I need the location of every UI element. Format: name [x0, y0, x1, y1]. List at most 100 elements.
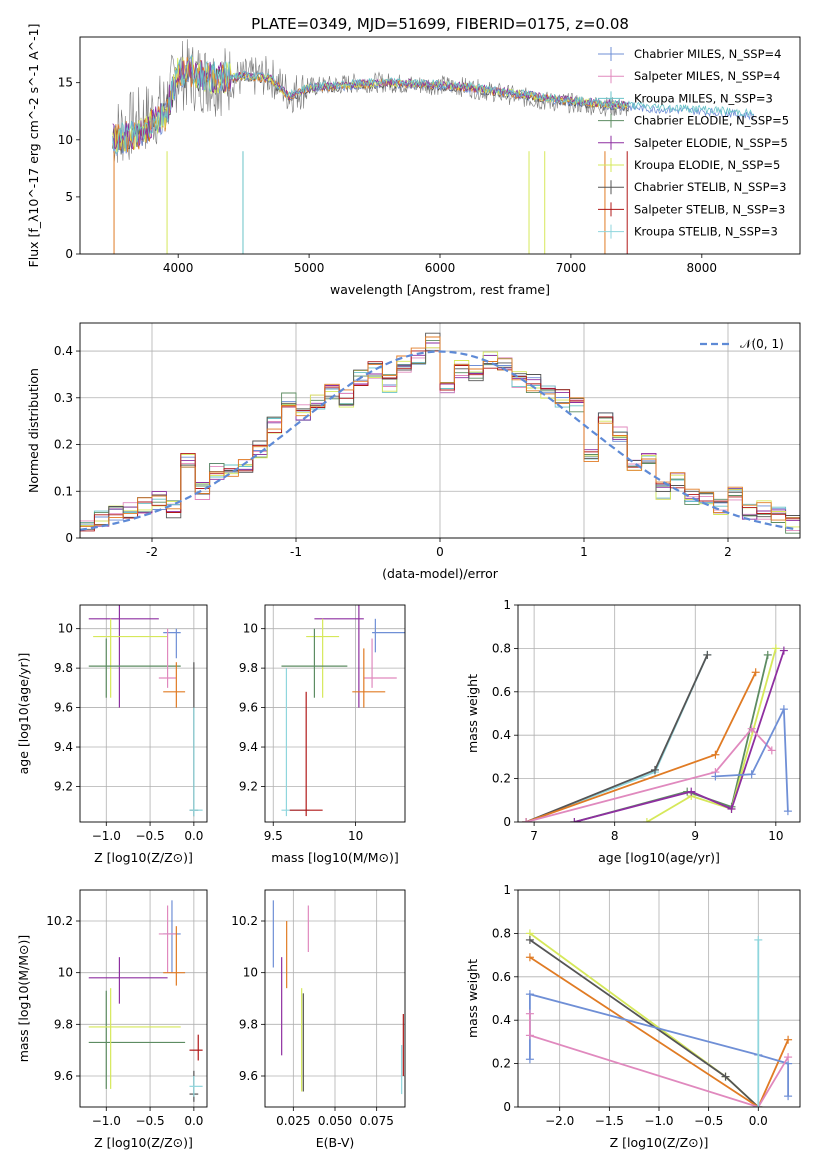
x-tick-label: 0.0: [184, 1114, 203, 1128]
y-tick-label: 9.6: [239, 701, 258, 715]
y-tick-label: 10.2: [46, 914, 73, 928]
model-spectrum-orange: [112, 57, 630, 153]
axes-frame: [79, 889, 208, 1108]
y-tick-label: 1: [503, 598, 511, 612]
legend-entry: Chabrier ELODIE, N_SSP=5: [634, 114, 789, 128]
mass-vs-Z-panel: −1.0 −0.5 0.0 9.6 9.8 10 10.2 Z [log10(Z/Z⊙)] ma…: [16, 889, 208, 1150]
y-tick-label: 0: [503, 815, 511, 829]
legend: Chabrier MILES, N_SSP=4 Salpeter MILES, N…: [598, 47, 789, 239]
weight-line: [529, 1013, 789, 1107]
legend-entry: Chabrier MILES, N_SSP=4: [634, 47, 781, 61]
x-axis-label: (data-model)/error: [382, 566, 499, 581]
y-tick-label: 9.8: [239, 661, 258, 675]
y-tick-label: 0.4: [54, 344, 73, 358]
y-tick-label: 0.8: [492, 926, 511, 940]
y-tick-label: 9.2: [54, 779, 73, 793]
age-vs-Z-panel: −1.0 −0.5 0.0 9.2 9.4 9.6 9.8 10 Z [log10(Z/Z⊙)]…: [16, 604, 208, 865]
y-tick-label: 10: [58, 133, 73, 147]
y-tick-label: 9.8: [54, 661, 73, 675]
y-axis-label: mass weight: [465, 959, 480, 1038]
x-tick-label: 6000: [425, 261, 456, 275]
weight-line: [574, 650, 785, 822]
legend-entry: Chabrier STELIB, N_SSP=3: [634, 180, 786, 194]
x-tick-label: 9.5: [264, 829, 283, 843]
y-tick-label: 0.4: [492, 728, 511, 742]
y-tick-label: 10: [243, 622, 258, 636]
y-tick-label: 10: [243, 966, 258, 980]
legend-entry: Kroupa MILES, N_SSP=3: [634, 91, 773, 105]
y-tick-label: 10: [58, 622, 73, 636]
age-vs-mass-grid: [265, 605, 405, 822]
y-tick-label: 9.8: [239, 1017, 258, 1031]
legend-entry: Salpeter STELIB, N_SSP=3: [634, 202, 785, 216]
weight-line: [525, 654, 709, 822]
y-tick-label: 0: [503, 1100, 511, 1114]
mass-vs-ebv-grid: [265, 890, 405, 1107]
weight-vs-age-plot-area: [522, 644, 792, 822]
figure-title: PLATE=0349, MJD=51699, FIBERID=0175, z=0…: [251, 15, 629, 33]
x-tick-label: 8000: [687, 261, 718, 275]
model-spectrum-salpeter_elodie: [112, 56, 630, 151]
y-tick-label: 9.8: [54, 1017, 73, 1031]
age-vs-Z-grid: [80, 605, 207, 822]
y-tick-label: 9.4: [54, 740, 73, 754]
y-tick-label: 0.6: [492, 970, 511, 984]
x-tick-label: 0.0: [184, 829, 203, 843]
x-tick-label: −1.0: [92, 829, 121, 843]
legend-entry: Kroupa ELODIE, N_SSP=5: [634, 158, 780, 172]
y-tick-label: 0.4: [492, 1013, 511, 1027]
x-tick-label: 8: [611, 829, 619, 843]
weight-line: [525, 654, 709, 822]
mass-vs-Z-plot-area: [88, 900, 203, 1102]
x-tick-label: 10: [768, 829, 783, 843]
y-tick-label: 10: [58, 966, 73, 980]
y-axis-label: Normed distribution: [26, 368, 41, 493]
histogram-orange: [80, 336, 800, 538]
x-tick-label: 9: [691, 829, 699, 843]
x-axis-label: E(B-V): [316, 1135, 355, 1150]
y-tick-label: 0: [65, 247, 73, 261]
x-tick-label: -2: [146, 545, 158, 559]
axes-frame: [79, 36, 801, 255]
age-vs-Z-plot-area: [88, 605, 203, 817]
x-axis-label: wavelength [Angstrom, rest frame]: [330, 282, 550, 297]
model-spectrum-kroupa_elodie: [112, 56, 630, 153]
x-tick-label: 0: [436, 545, 444, 559]
x-tick-label: 1: [580, 545, 588, 559]
legend-entry: 𝒩(0, 1): [740, 337, 784, 351]
y-tick-label: 9.6: [239, 1069, 258, 1083]
weight-line: [525, 671, 757, 822]
y-tick-label: 1: [503, 883, 511, 897]
y-axis-label: mass [log10(M/M⊙)]: [16, 935, 31, 1063]
axes-frame: [79, 322, 801, 539]
y-tick-label: 0.2: [54, 438, 73, 452]
y-tick-label: 0.3: [54, 391, 73, 405]
y-tick-label: 15: [58, 76, 73, 90]
y-tick-label: 0.2: [492, 1057, 511, 1071]
axes-frame: [517, 889, 801, 1108]
weight-vs-Z-panel: −2.0 −1.5 −1.0 −0.5 0.0 0 0.2 0.4 0.6 0.8 1 Z [log1…: [465, 883, 801, 1150]
y-tick-label: 0.8: [492, 641, 511, 655]
x-axis-label: Z [log10(Z/Z⊙)]: [94, 850, 193, 865]
legend-entry: Salpeter ELODIE, N_SSP=5: [634, 136, 788, 150]
x-tick-label: 0.050: [318, 1114, 352, 1128]
x-tick-label: -1: [290, 545, 302, 559]
x-tick-label: 0.025: [276, 1114, 310, 1128]
x-axis-label: Z [log10(Z/Z⊙)]: [610, 1135, 709, 1150]
spectrum-plot-area: [112, 39, 755, 254]
x-axis-label: mass [log10(M/M⊙)]: [271, 850, 399, 865]
x-tick-label: 5000: [294, 261, 325, 275]
legend-entry: Salpeter MILES, N_SSP=4: [634, 69, 780, 83]
x-tick-label: −1.0: [92, 1114, 121, 1128]
axes-frame: [79, 604, 208, 823]
y-tick-label: 0.1: [54, 484, 73, 498]
y-tick-label: 0.6: [492, 685, 511, 699]
y-tick-label: 9.4: [239, 740, 258, 754]
model-spectrum-kroupa_miles: [112, 54, 754, 154]
legend-entry: Kroupa STELIB, N_SSP=3: [634, 225, 778, 239]
y-tick-label: 0: [65, 531, 73, 545]
axes-frame: [264, 889, 406, 1108]
weight-line: [529, 956, 789, 1107]
spectrum-panel: 4000 5000 6000 7000 8000 0 5 10 15 wavelength [An…: [26, 24, 801, 297]
